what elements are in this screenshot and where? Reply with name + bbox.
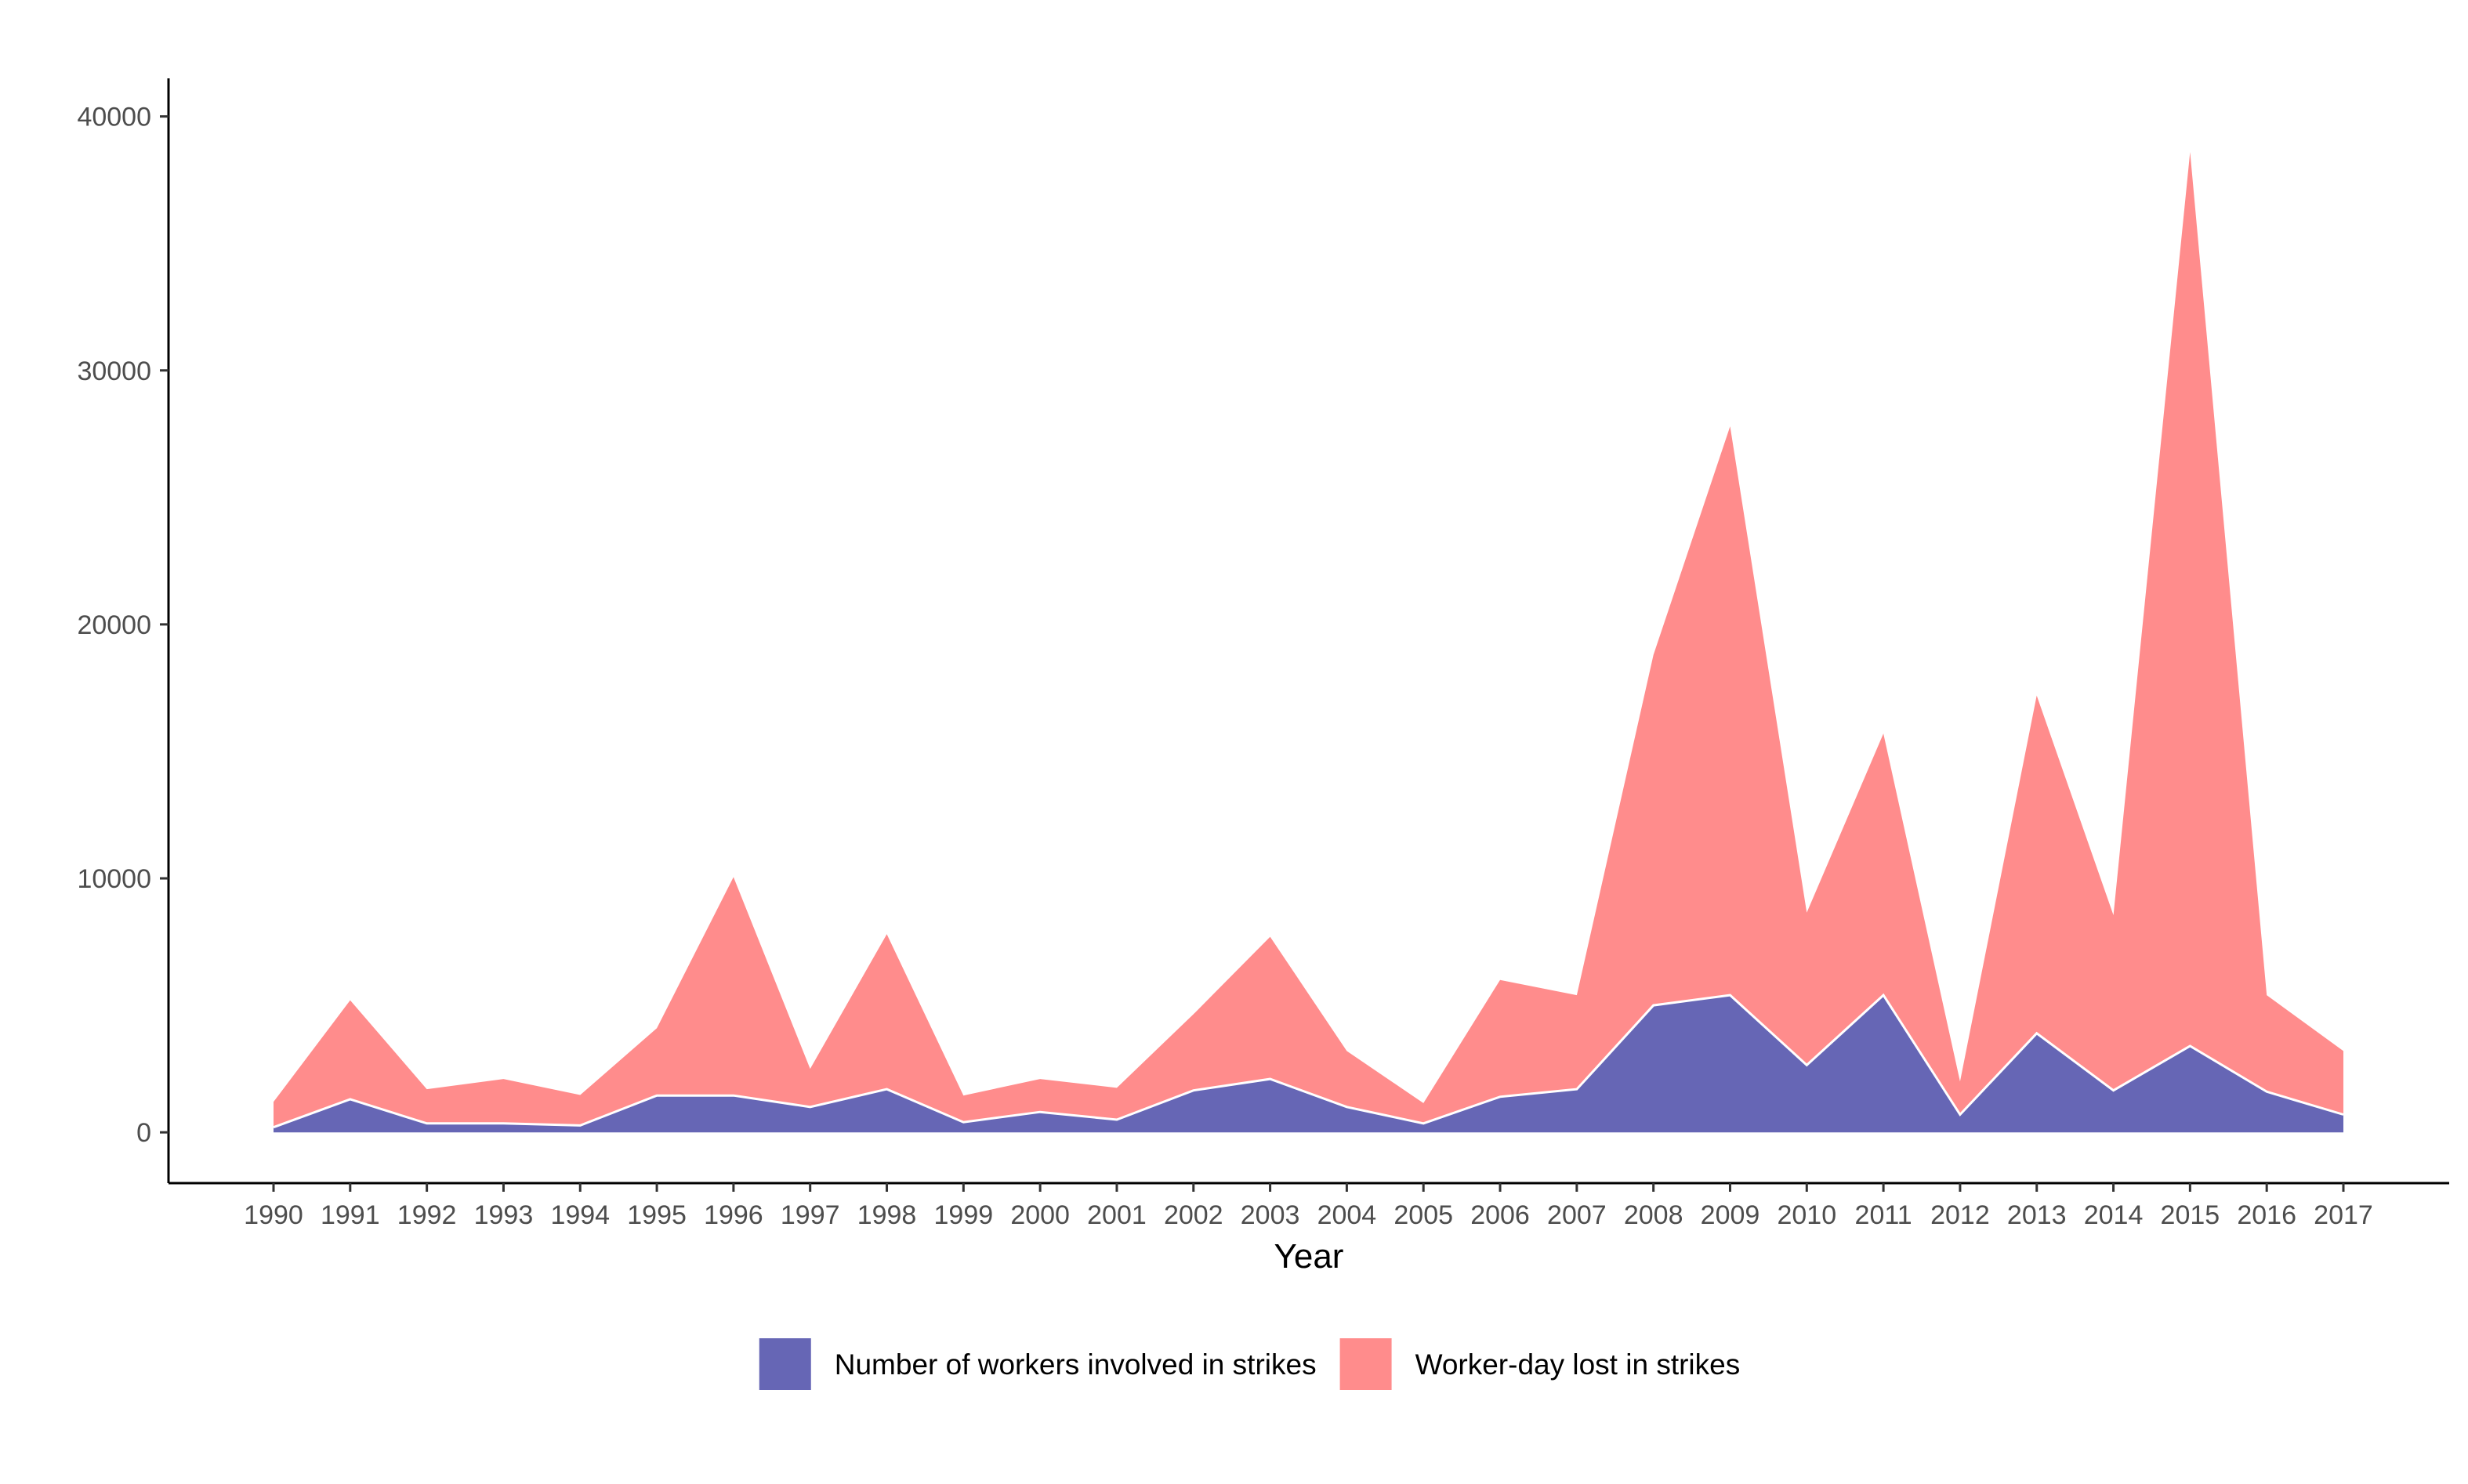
- x-tick-label: 2016: [2237, 1200, 2296, 1230]
- x-tick-label: 1994: [550, 1200, 610, 1230]
- x-tick-label: 2006: [1470, 1200, 1530, 1230]
- x-tick-label: 1991: [321, 1200, 380, 1230]
- x-tick-label: 2015: [2161, 1200, 2220, 1230]
- x-tick-label: 2017: [2314, 1200, 2373, 1230]
- x-tick-label: 1995: [627, 1200, 687, 1230]
- legend-label-2: Worker-day lost in strikes: [1415, 1348, 1741, 1381]
- plot-areas: [273, 152, 2344, 1133]
- x-tick-label: 2011: [1855, 1200, 1912, 1230]
- area-series-1: [274, 995, 2343, 1133]
- x-tick-label: 1998: [857, 1200, 917, 1230]
- y-axis-ticks: 0 10000 20000 30000 40000: [77, 103, 169, 1148]
- legend-key-1: [759, 1338, 811, 1390]
- x-axis-title: Year: [1274, 1237, 1344, 1276]
- x-tick-label: 1999: [934, 1200, 994, 1230]
- legend-key-2: [1339, 1338, 1392, 1390]
- x-tick-label: 1996: [704, 1200, 763, 1230]
- x-tick-label: 2009: [1701, 1200, 1760, 1230]
- y-tick-label: 40000: [77, 103, 151, 132]
- x-tick-label: 1992: [397, 1200, 457, 1230]
- series-boundary-line: [273, 993, 2344, 1129]
- x-tick-label: 2003: [1241, 1200, 1300, 1230]
- x-tick-label: 1993: [474, 1200, 534, 1230]
- y-tick-label: 10000: [77, 864, 151, 894]
- legend-label-1: Number of workers involved in strikes: [835, 1348, 1317, 1381]
- y-tick-label: 30000: [77, 357, 151, 386]
- y-tick-label: 0: [136, 1118, 151, 1148]
- x-tick-label: 2005: [1393, 1200, 1453, 1230]
- x-tick-label: 2002: [1164, 1200, 1223, 1230]
- x-tick-label: 1997: [781, 1200, 840, 1230]
- x-tick-label: 1990: [244, 1200, 303, 1230]
- x-tick-label: 2007: [1547, 1200, 1607, 1230]
- legend: Number of workers involved in strikes Wor…: [759, 1338, 1740, 1390]
- x-tick-label: 2004: [1317, 1200, 1377, 1230]
- x-tick-label: 2001: [1087, 1200, 1147, 1230]
- x-tick-label: 2012: [1930, 1200, 1990, 1230]
- x-axis-ticks: 1990 1991 1992 1993 1994 1995 1996 1997 1998 1999…: [244, 1183, 2373, 1230]
- x-tick-label: 2010: [1777, 1200, 1836, 1230]
- x-tick-label: 2000: [1010, 1200, 1070, 1230]
- y-tick-label: 20000: [77, 610, 151, 640]
- x-tick-label: 2014: [2084, 1200, 2144, 1230]
- area-series-2: [274, 152, 2343, 1127]
- x-tick-label: 2013: [2007, 1200, 2067, 1230]
- x-tick-label: 2008: [1624, 1200, 1683, 1230]
